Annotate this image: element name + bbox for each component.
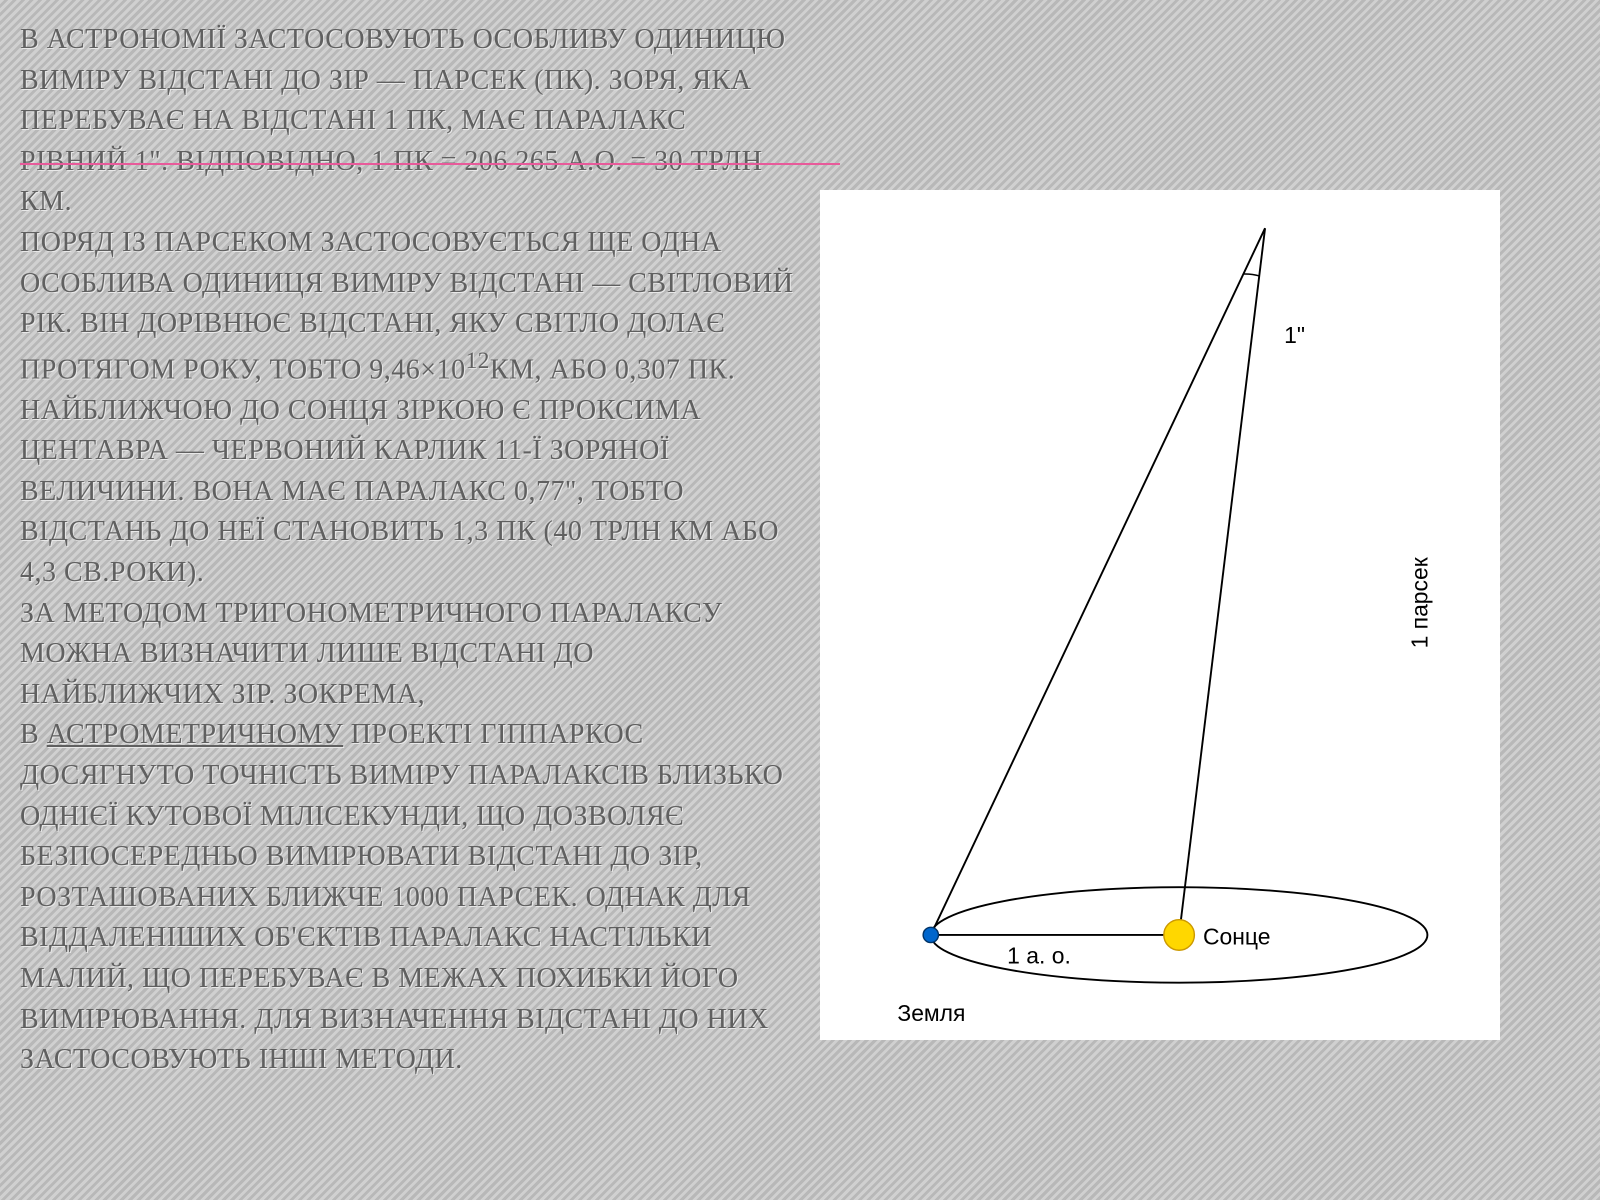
line-apex-sun: [1179, 228, 1265, 935]
paragraph-5-pre: в: [20, 719, 47, 750]
diagram-svg: 1" 1 парсек 1 а. о. Сонце Земля: [820, 190, 1500, 1040]
parsec-diagram: 1" 1 парсек 1 а. о. Сонце Земля: [820, 190, 1500, 1040]
text-column: В астрономії застосовують особливу одини…: [20, 20, 820, 1180]
label-arcsec: 1": [1284, 322, 1305, 348]
paragraph-5-link: астрометричному: [47, 719, 344, 750]
paragraph-1: В астрономії застосовують особливу одини…: [20, 24, 786, 217]
paragraph-2-b: км, або 0,307 пк.: [490, 354, 735, 385]
angle-arc: [1244, 274, 1259, 276]
earth-icon: [923, 927, 938, 942]
label-parsec: 1 парсек: [1406, 556, 1432, 648]
label-au: 1 а. о.: [1007, 943, 1071, 969]
body-text: В астрономії застосовують особливу одини…: [20, 20, 800, 1081]
line-apex-earth: [931, 228, 1265, 935]
label-sun: Сонце: [1203, 923, 1271, 949]
paragraph-2-sup: 12: [466, 348, 490, 374]
accent-divider: [20, 163, 840, 165]
label-earth: Земля: [897, 1000, 965, 1026]
slide-content: В астрономії застосовують особливу одини…: [0, 0, 1600, 1200]
sun-icon: [1164, 920, 1195, 951]
paragraph-5-post: проекті Гіппаркос досягнуто точність вим…: [20, 719, 783, 1075]
paragraph-4: За методом тригонометричного паралаксу м…: [20, 598, 722, 710]
paragraph-3: Найближчою до Сонця зіркою є Проксима Це…: [20, 395, 779, 588]
